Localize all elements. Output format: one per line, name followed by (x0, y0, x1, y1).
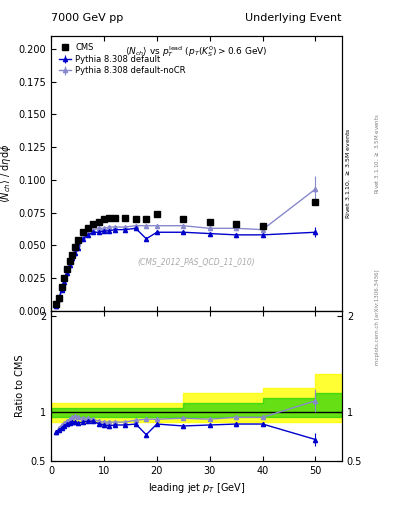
CMS (123, 215, 127, 221)
CMS (54, 301, 59, 307)
Y-axis label: Ratio to CMS: Ratio to CMS (15, 354, 25, 417)
Text: (CMS_2012_PAS_QCD_11_010): (CMS_2012_PAS_QCD_11_010) (138, 257, 255, 266)
CMS (62, 275, 67, 281)
CMS (91, 221, 96, 227)
Legend: CMS, Pythia 8.308 default, Pythia 8.308 default-noCR: CMS, Pythia 8.308 default, Pythia 8.308 … (55, 40, 189, 79)
CMS (107, 215, 112, 221)
CMS (81, 229, 85, 236)
CMS (181, 216, 185, 222)
CMS (208, 219, 212, 225)
CMS (57, 294, 61, 301)
CMS (112, 215, 117, 221)
CMS (144, 216, 149, 222)
Text: Rivet 3.1.10, $\geq$ 3.5M events: Rivet 3.1.10, $\geq$ 3.5M events (373, 113, 381, 194)
CMS (64, 266, 69, 272)
CMS (260, 223, 265, 229)
CMS (70, 251, 75, 258)
CMS (96, 219, 101, 225)
Line: CMS: CMS (53, 199, 318, 307)
CMS (313, 199, 318, 205)
CMS (75, 237, 80, 243)
CMS (86, 225, 90, 231)
X-axis label: leading jet $p_T$ [GeV]: leading jet $p_T$ [GeV] (148, 481, 245, 495)
CMS (73, 244, 77, 250)
Y-axis label: $\langle N_{ch} \rangle$ / d$\eta$d$\phi$: $\langle N_{ch} \rangle$ / d$\eta$d$\phi… (0, 143, 13, 203)
Text: $\langle N_{ch} \rangle$ vs $p_T^{\rm lead}$ ($p_T(K^0_S) > 0.6$ GeV): $\langle N_{ch} \rangle$ vs $p_T^{\rm le… (125, 44, 268, 59)
CMS (102, 216, 107, 222)
CMS (133, 216, 138, 222)
CMS (67, 258, 72, 264)
CMS (59, 284, 64, 290)
Text: Underlying Event: Underlying Event (245, 13, 342, 23)
Text: 7000 GeV pp: 7000 GeV pp (51, 13, 123, 23)
Text: mcplots.cern.ch [arXiv:1306.3436]: mcplots.cern.ch [arXiv:1306.3436] (375, 270, 380, 365)
CMS (234, 221, 239, 227)
Y-axis label: Rivet 3.1.10, $\geq$ 3.5M events: Rivet 3.1.10, $\geq$ 3.5M events (345, 127, 352, 219)
CMS (154, 211, 159, 217)
